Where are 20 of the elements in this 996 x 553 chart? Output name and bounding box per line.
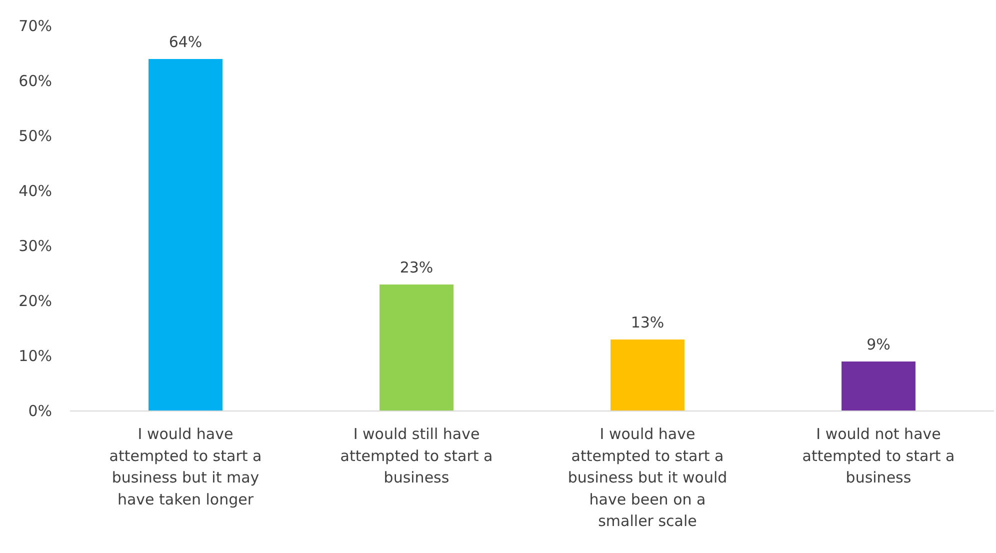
bar (842, 362, 916, 411)
y-tick-label: 30% (18, 236, 52, 255)
y-tick-label: 10% (18, 346, 52, 365)
x-tick-label: I would not have attempted to start a business (802, 425, 955, 486)
x-tick-label: I would still have attempted to start a business (340, 425, 493, 486)
y-tick-label: 0% (28, 402, 52, 420)
y-tick-label: 60% (18, 72, 52, 90)
y-tick-label: 20% (18, 292, 52, 310)
x-tick-label: I would have attempted to start a business but it would have been on a smaller scale (568, 425, 728, 530)
data-label: 9% (866, 336, 890, 354)
bar (148, 59, 222, 411)
data-label: 64% (168, 33, 202, 51)
y-tick-label: 40% (18, 182, 52, 200)
y-tick-label: 70% (18, 16, 52, 35)
bar (610, 340, 684, 411)
data-label: 23% (400, 258, 434, 276)
data-label: 13% (630, 314, 664, 332)
y-tick-label: 50% (18, 126, 52, 145)
x-tick-label: I would have attempted to start a business but it may have taken longer (109, 425, 262, 508)
bar (380, 284, 454, 411)
